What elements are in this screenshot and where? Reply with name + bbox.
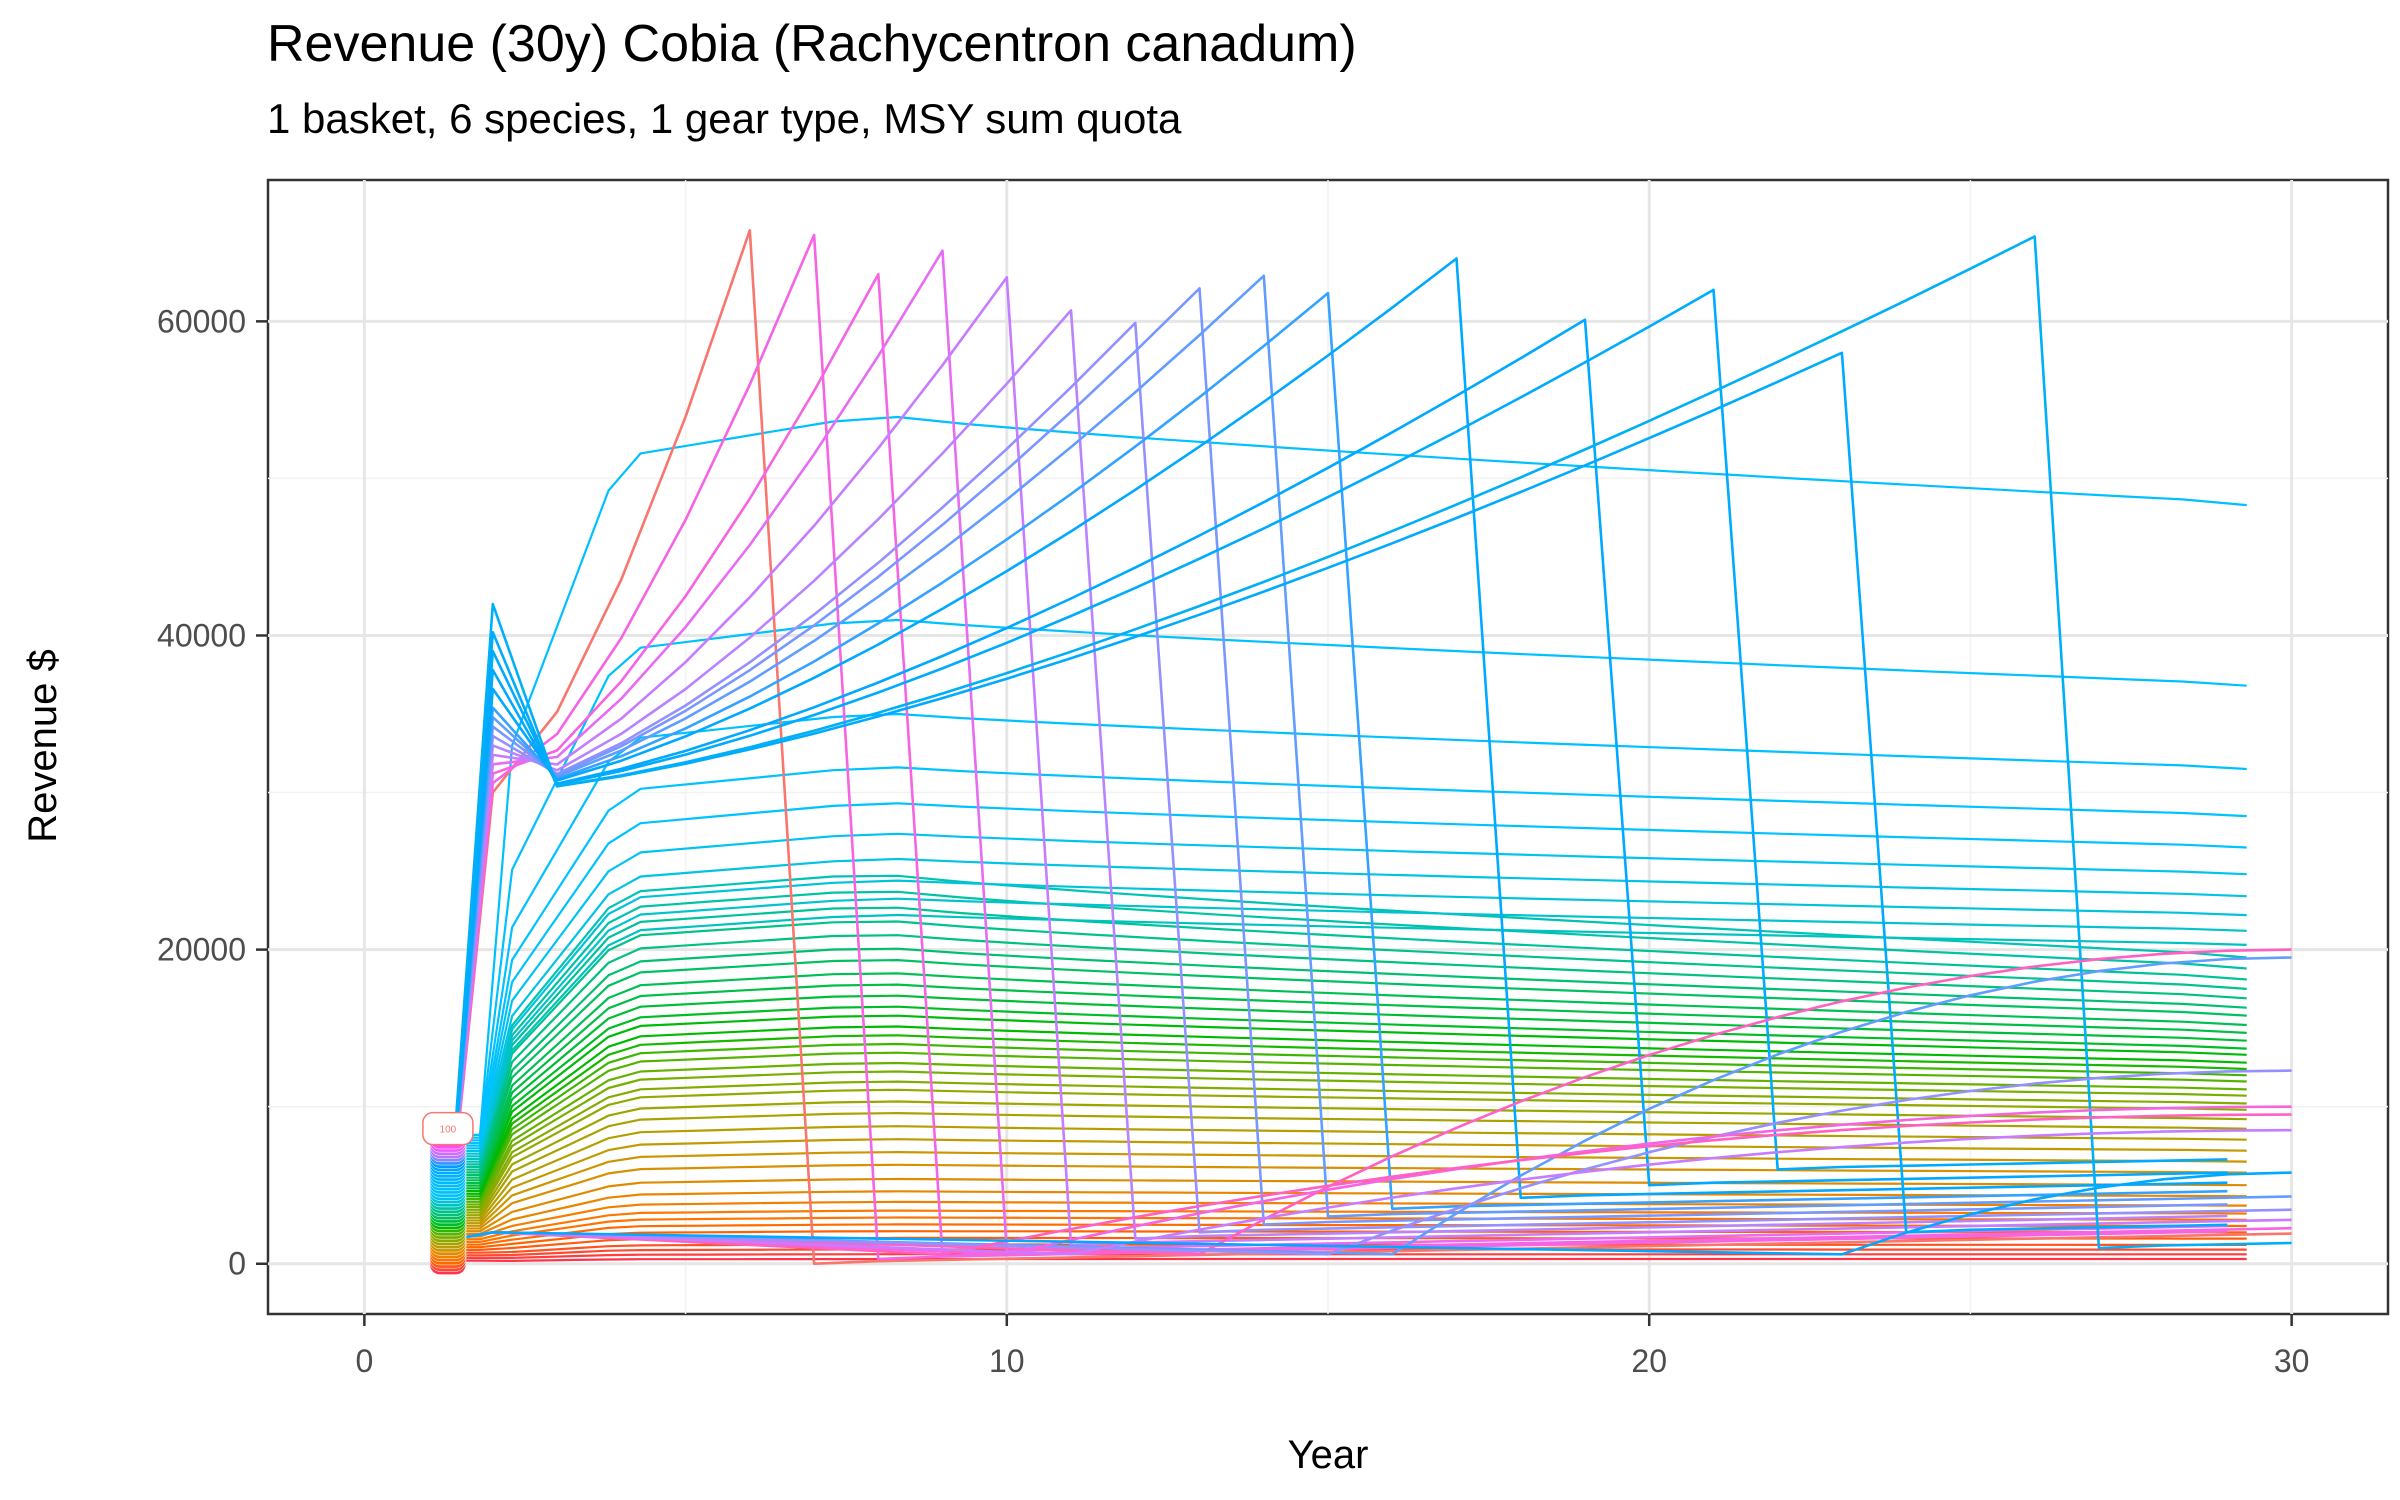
recovery-series-line bbox=[447, 1105, 2292, 1256]
axis-layer: 0 10 20 30 0 20000 40000 60000 bbox=[157, 303, 2309, 1379]
sustained-series-line bbox=[447, 1209, 2247, 1241]
x-tick-label: 0 bbox=[355, 1343, 373, 1379]
sustained-series-line bbox=[447, 1125, 2247, 1222]
sustained-series-line bbox=[447, 415, 2247, 1136]
sustained-series-line bbox=[447, 857, 2247, 1153]
collapse-series-line bbox=[446, 318, 2228, 1233]
sustained-series-line bbox=[447, 1151, 2247, 1227]
sustained-series-line bbox=[447, 879, 2247, 1155]
sustained-series-line bbox=[447, 1163, 2247, 1230]
sustained-series-line bbox=[447, 1216, 2247, 1243]
sustained-series-line bbox=[447, 1061, 2247, 1206]
x-tick-label: 30 bbox=[2274, 1343, 2310, 1379]
collapse-series-line bbox=[446, 287, 2228, 1233]
chart-title: Revenue (30y) Cobia (Rachycentron canadu… bbox=[267, 15, 1357, 73]
recovery-series-line bbox=[447, 1113, 2292, 1256]
sustained-series-line bbox=[447, 947, 2247, 1177]
start-label-text: 100 bbox=[440, 1125, 457, 1136]
recovery-series-line bbox=[447, 948, 2292, 1256]
grid-layer bbox=[268, 180, 2388, 1314]
sustained-series-line bbox=[447, 1138, 2247, 1225]
sustained-series-line bbox=[447, 1190, 2247, 1235]
sustained-series-line bbox=[447, 994, 2247, 1187]
y-tick-label: 40000 bbox=[157, 617, 246, 653]
sustained-series-line bbox=[447, 618, 2247, 1139]
collapse-series-line bbox=[446, 291, 2228, 1233]
recovery-series-line bbox=[447, 956, 2292, 1256]
collapse-series-line bbox=[446, 288, 2228, 1233]
y-tick-label: 20000 bbox=[157, 932, 246, 968]
recovery-series-line bbox=[447, 1128, 2292, 1256]
sustained-series-line bbox=[447, 934, 2247, 1174]
start-label-box bbox=[422, 1111, 474, 1146]
collapse-series-line bbox=[446, 351, 2228, 1234]
x-tick-label: 20 bbox=[1631, 1343, 1667, 1379]
y-tick-label: 60000 bbox=[157, 303, 246, 339]
collapse-series-line bbox=[446, 276, 2292, 1247]
sustained-series-line bbox=[447, 1070, 2247, 1209]
sustained-series-line bbox=[447, 1257, 2247, 1262]
x-tick-label: 10 bbox=[989, 1343, 1025, 1379]
sustained-series-line bbox=[447, 906, 2247, 1169]
collapse-series-line bbox=[446, 274, 2292, 1233]
sustained-series-line bbox=[447, 920, 2247, 1171]
recovery-series-line bbox=[447, 1171, 2292, 1256]
sustained-series-line bbox=[447, 1100, 2247, 1217]
x-axis-title: Year bbox=[1288, 1433, 1369, 1477]
collapse-series-line bbox=[446, 321, 2292, 1234]
recovery-series-line bbox=[447, 1069, 2292, 1256]
collapse-series-line bbox=[446, 257, 2228, 1233]
sustained-series-line bbox=[447, 832, 2247, 1150]
sustained-series-line bbox=[447, 1005, 2247, 1190]
sustained-series-line bbox=[447, 913, 2247, 1161]
collapse-series-line bbox=[446, 235, 2292, 1250]
sustained-series-line bbox=[447, 959, 2247, 1179]
collapse-series-line bbox=[446, 309, 2228, 1240]
sustained-series-line bbox=[447, 1112, 2247, 1219]
y-axis-title: Revenue $ bbox=[21, 649, 65, 842]
chart-subtitle: 1 basket, 6 species, 1 gear type, MSY su… bbox=[267, 95, 1182, 142]
sustained-series-line bbox=[447, 802, 2247, 1147]
collapse-series-line bbox=[446, 229, 2292, 1265]
series-layer bbox=[446, 229, 2292, 1265]
label-layer: 100 bbox=[422, 1111, 474, 1275]
sustained-series-line bbox=[447, 972, 2247, 1182]
sustained-series-line bbox=[447, 890, 2247, 1166]
sustained-series-line bbox=[447, 1080, 2247, 1211]
sustained-series-line bbox=[447, 766, 2247, 1145]
sustained-series-line bbox=[447, 1088, 2247, 1214]
sustained-series-line bbox=[447, 1223, 2247, 1246]
collapse-series-line bbox=[446, 272, 2292, 1258]
sustained-series-line bbox=[447, 1177, 2247, 1233]
y-tick-label: 0 bbox=[228, 1246, 246, 1282]
sustained-series-line bbox=[447, 897, 2247, 1158]
sustained-series-line bbox=[447, 983, 2247, 1185]
